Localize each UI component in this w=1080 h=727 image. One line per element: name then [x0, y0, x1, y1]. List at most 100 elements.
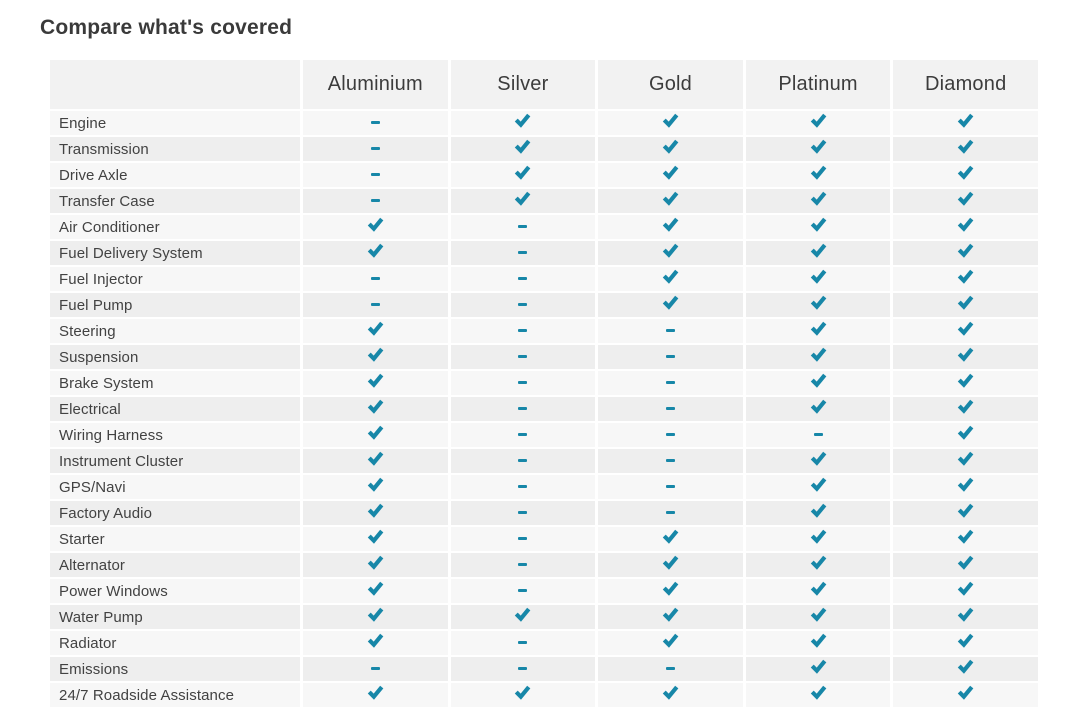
covered-cell — [745, 137, 891, 161]
check-icon — [957, 581, 974, 596]
covered-cell — [303, 397, 448, 421]
covered-cell — [893, 423, 1038, 447]
dash-icon — [665, 511, 675, 515]
covered-cell — [745, 657, 891, 681]
covered-cell — [598, 137, 743, 161]
dash-icon — [370, 199, 380, 203]
covered-cell — [893, 631, 1038, 655]
not-covered-cell — [303, 111, 448, 135]
row-label: Air Conditioner — [50, 215, 300, 239]
check-icon — [810, 451, 827, 466]
covered-cell — [893, 501, 1038, 525]
check-icon — [367, 503, 384, 518]
column-header-gold: Gold — [598, 60, 743, 109]
check-icon — [662, 191, 679, 206]
table-row: Suspension — [50, 345, 1038, 369]
page-title: Compare what's covered — [40, 16, 293, 39]
row-label: Alternator — [50, 553, 300, 577]
covered-cell — [893, 189, 1038, 213]
not-covered-cell — [598, 371, 743, 395]
covered-cell — [745, 631, 891, 655]
check-icon — [367, 425, 384, 440]
dash-icon — [370, 147, 380, 151]
check-icon — [810, 295, 827, 310]
check-icon — [810, 321, 827, 336]
dash-icon — [370, 277, 380, 281]
dash-icon — [665, 485, 675, 489]
check-icon — [810, 607, 827, 622]
covered-cell — [893, 241, 1038, 265]
not-covered-cell — [450, 397, 596, 421]
covered-cell — [450, 163, 596, 187]
covered-cell — [598, 605, 743, 629]
covered-cell — [745, 319, 891, 343]
covered-cell — [745, 189, 891, 213]
check-icon — [810, 581, 827, 596]
not-covered-cell — [303, 293, 448, 317]
covered-cell — [745, 163, 891, 187]
covered-cell — [893, 371, 1038, 395]
not-covered-cell — [303, 189, 448, 213]
check-icon — [957, 529, 974, 544]
check-icon — [810, 269, 827, 284]
check-icon — [957, 425, 974, 440]
covered-cell — [598, 215, 743, 239]
covered-cell — [303, 527, 448, 551]
row-label: Transmission — [50, 137, 300, 161]
check-icon — [810, 399, 827, 414]
table-row: Wiring Harness — [50, 423, 1038, 447]
check-icon — [662, 581, 679, 596]
table-row: Fuel Pump — [50, 293, 1038, 317]
row-label: Starter — [50, 527, 300, 551]
table-row: Drive Axle — [50, 163, 1038, 187]
check-icon — [367, 685, 384, 700]
dash-icon — [518, 641, 528, 645]
check-icon — [810, 191, 827, 206]
table-row: Transmission — [50, 137, 1038, 161]
not-covered-cell — [745, 423, 891, 447]
check-icon — [514, 113, 531, 128]
not-covered-cell — [303, 137, 448, 161]
covered-cell — [745, 449, 891, 473]
covered-cell — [303, 371, 448, 395]
row-label: Power Windows — [50, 579, 300, 603]
row-label: Emissions — [50, 657, 300, 681]
table-row: Brake System — [50, 371, 1038, 395]
check-icon — [662, 295, 679, 310]
dash-icon — [518, 225, 528, 229]
covered-cell — [303, 241, 448, 265]
table-row: Air Conditioner — [50, 215, 1038, 239]
not-covered-cell — [450, 553, 596, 577]
check-icon — [662, 633, 679, 648]
dash-icon — [518, 485, 528, 489]
check-icon — [957, 399, 974, 414]
check-icon — [810, 555, 827, 570]
row-label: Brake System — [50, 371, 300, 395]
check-icon — [957, 685, 974, 700]
covered-cell — [303, 605, 448, 629]
covered-cell — [598, 631, 743, 655]
not-covered-cell — [450, 449, 596, 473]
covered-cell — [893, 475, 1038, 499]
covered-cell — [893, 657, 1038, 681]
table-header-row: Aluminium Silver Gold Platinum Diamond — [50, 60, 1038, 109]
covered-cell — [745, 475, 891, 499]
row-label: Transfer Case — [50, 189, 300, 213]
not-covered-cell — [598, 397, 743, 421]
check-icon — [367, 217, 384, 232]
not-covered-cell — [303, 163, 448, 187]
covered-cell — [745, 293, 891, 317]
row-label: Radiator — [50, 631, 300, 655]
covered-cell — [893, 111, 1038, 135]
check-icon — [367, 347, 384, 362]
check-icon — [662, 165, 679, 180]
check-icon — [367, 399, 384, 414]
not-covered-cell — [598, 475, 743, 499]
check-icon — [810, 477, 827, 492]
covered-cell — [745, 345, 891, 369]
not-covered-cell — [450, 241, 596, 265]
row-label: Wiring Harness — [50, 423, 300, 447]
dash-icon — [518, 537, 528, 541]
not-covered-cell — [450, 423, 596, 447]
check-icon — [367, 581, 384, 596]
